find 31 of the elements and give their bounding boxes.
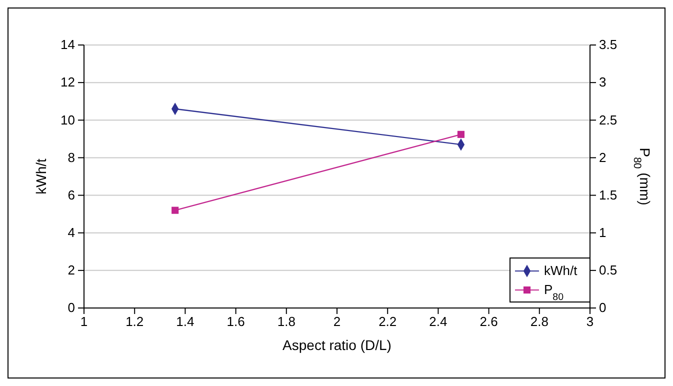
- y-axis-title: kWh/t: [33, 158, 49, 194]
- y2-tick-label: 3.5: [599, 37, 618, 52]
- x-tick-label: 2.8: [530, 314, 548, 330]
- x-tick-label: 2: [333, 314, 341, 330]
- x-axis-title: Aspect ratio (D/L): [282, 337, 392, 353]
- y-tick-label: 10: [60, 112, 75, 128]
- x-tick-label: 1.2: [126, 314, 144, 330]
- y-tick-label: 14: [60, 37, 75, 52]
- legend-label: kWh/t: [544, 263, 578, 278]
- x-tick-label: 1: [80, 314, 88, 330]
- x-tick-label: 2.2: [378, 314, 397, 330]
- y2-tick-label: 3: [599, 74, 606, 90]
- x-tick-label: 2.4: [429, 314, 448, 330]
- y2-tick-label: 0.5: [599, 262, 618, 278]
- y-tick-label: 2: [68, 262, 75, 278]
- x-tick-label: 1.8: [277, 314, 296, 330]
- y-tick-label: 4: [68, 225, 75, 240]
- y2-tick-label: 1.5: [599, 187, 618, 202]
- x-tick-label: 2.6: [480, 314, 498, 330]
- y-tick-label: 8: [68, 150, 75, 165]
- y-tick-label: 6: [68, 187, 75, 202]
- y2-tick-label: 2.5: [599, 112, 618, 128]
- y-tick-label: 0: [68, 300, 75, 316]
- y2-tick-label: 2: [599, 150, 606, 165]
- x-tick-label: 3: [586, 314, 594, 330]
- y2-tick-label: 0: [599, 300, 606, 316]
- legend-label: P$_{80}$: [544, 282, 564, 302]
- x-tick-label: 1.4: [176, 314, 194, 330]
- x-tick-label: 1.6: [226, 314, 245, 330]
- y2-tick-label: 1: [599, 225, 606, 240]
- y-tick-label: 12: [60, 74, 75, 90]
